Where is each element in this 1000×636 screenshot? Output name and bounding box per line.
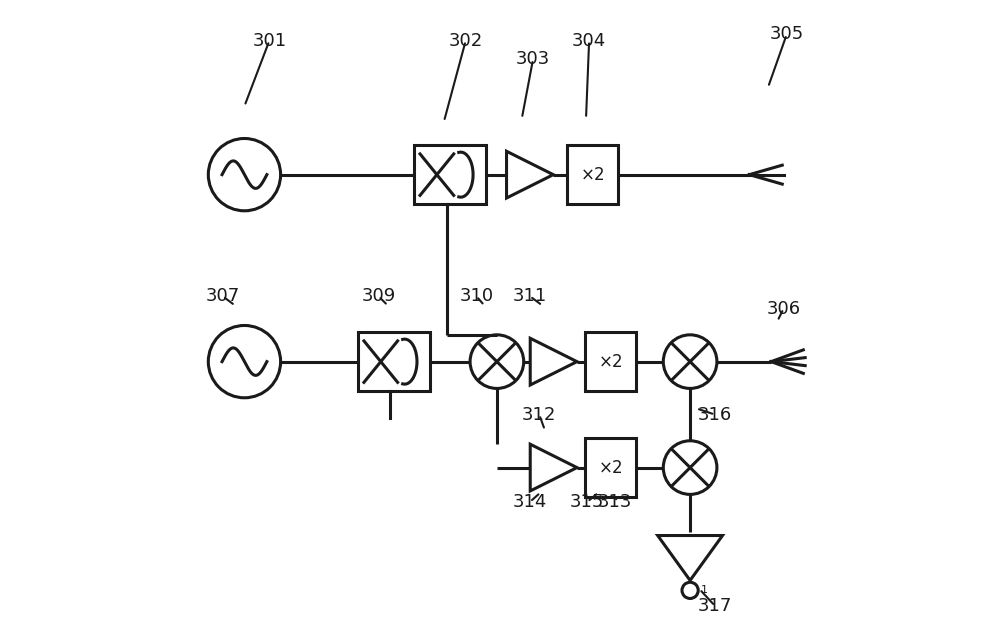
- Text: 301: 301: [252, 32, 286, 50]
- Text: 314: 314: [513, 493, 547, 511]
- Text: 303: 303: [516, 50, 550, 68]
- Bar: [585, 438, 636, 497]
- Text: 312: 312: [522, 406, 556, 424]
- Text: 315: 315: [570, 493, 604, 511]
- Text: 304: 304: [572, 32, 606, 50]
- Bar: [585, 332, 636, 391]
- Text: 306: 306: [767, 300, 801, 317]
- Text: 311: 311: [513, 287, 547, 305]
- Text: 1: 1: [701, 585, 708, 595]
- Text: 305: 305: [770, 25, 804, 43]
- Text: $\times$2: $\times$2: [598, 352, 623, 371]
- Text: 309: 309: [361, 287, 396, 305]
- Text: $\times$2: $\times$2: [580, 165, 605, 184]
- Text: 316: 316: [698, 406, 732, 424]
- Text: $\times$2: $\times$2: [598, 459, 623, 476]
- Text: 317: 317: [698, 597, 732, 615]
- Text: 310: 310: [459, 287, 493, 305]
- Bar: [358, 332, 430, 391]
- Bar: [414, 145, 486, 204]
- Text: 313: 313: [598, 493, 632, 511]
- Bar: [567, 145, 618, 204]
- Text: 307: 307: [206, 287, 240, 305]
- Text: 302: 302: [449, 32, 483, 50]
